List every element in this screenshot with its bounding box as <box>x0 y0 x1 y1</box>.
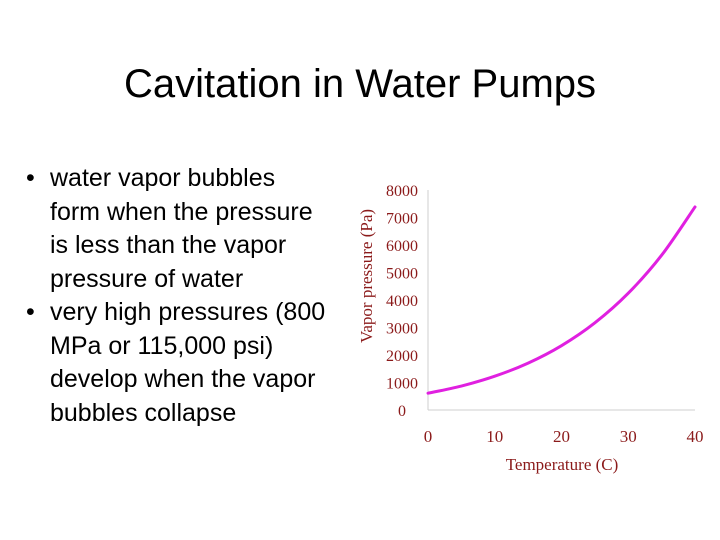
bullet-list: • water vapor bubbles form when the pres… <box>26 162 331 430</box>
x-tick-label: 0 <box>424 427 433 446</box>
bullet-dot: • <box>26 298 35 326</box>
bullet-text: very high pressures (800 MPa or 115,000 … <box>50 298 326 427</box>
x-tick-label: 20 <box>553 427 570 446</box>
x-tick-label: 40 <box>687 427 704 446</box>
vapor-pressure-chart: 0 1000 2000 3000 4000 5000 6000 7000 8000 0 10 20 3… <box>357 183 704 474</box>
x-axis-label: Temperature (C) <box>506 455 619 474</box>
y-tick-label: 0 <box>398 403 406 420</box>
y-axis-label: Vapor pressure (Pa) <box>357 209 376 343</box>
y-tick-label: 6000 <box>386 238 418 255</box>
y-tick-label: 4000 <box>386 293 418 310</box>
y-tick-label: 2000 <box>386 348 418 365</box>
y-tick-label: 5000 <box>386 266 418 283</box>
chart-series <box>426 205 697 395</box>
y-tick-label: 3000 <box>386 321 418 338</box>
bullet-item: • water vapor bubbles form when the pres… <box>26 162 331 296</box>
bullet-dot: • <box>26 164 35 192</box>
x-tick-labels: 0 10 20 30 40 <box>424 427 704 446</box>
y-tick-label: 1000 <box>386 376 418 393</box>
x-tick-label: 30 <box>620 427 637 446</box>
bullet-item: • very high pressures (800 MPa or 115,00… <box>26 296 331 430</box>
bullet-text: water vapor bubbles form when the pressu… <box>50 164 313 293</box>
x-tick-label: 10 <box>486 427 503 446</box>
y-tick-labels: 0 1000 2000 3000 4000 5000 6000 7000 8000 <box>386 183 418 420</box>
chart-axes <box>427 190 695 411</box>
y-tick-label: 8000 <box>386 183 418 200</box>
y-tick-label: 7000 <box>386 211 418 228</box>
series-line <box>426 205 697 395</box>
slide-title: Cavitation in Water Pumps <box>123 62 597 106</box>
